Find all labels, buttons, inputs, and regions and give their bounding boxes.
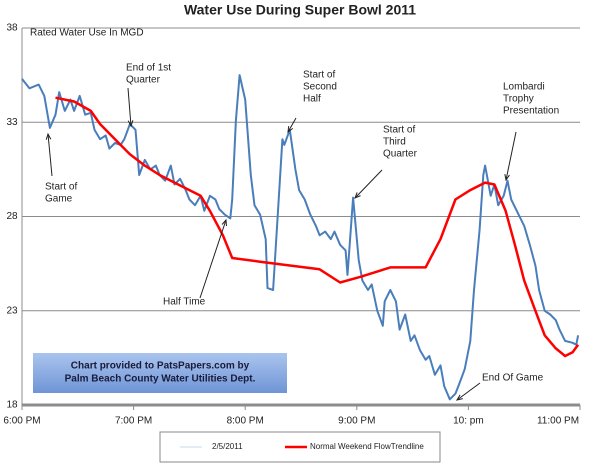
x-tick-label: 6:00 PM — [3, 416, 40, 427]
annotation-arrow — [199, 219, 227, 299]
annotation: Half — [303, 94, 321, 105]
legend-label: 2/5/2011 — [212, 442, 243, 451]
arrow-head — [455, 394, 463, 401]
note-box — [33, 353, 287, 393]
note-text: Palm Beach County Water Utilities Dept. — [65, 374, 256, 385]
x-tick-label: 11:00 PM — [537, 416, 579, 427]
arrow-head — [287, 125, 294, 134]
x-tick-label: 7:00 PM — [115, 416, 152, 427]
legend-label: Normal Weekend FlowTrendline — [310, 442, 424, 451]
annotation: Start of — [303, 70, 335, 81]
annotation: Second — [303, 82, 337, 93]
chart-title: Water Use During Super Bowl 2011 — [184, 2, 416, 18]
x-tick-label: 8:00 PM — [227, 416, 264, 427]
annotation: Half Time — [163, 297, 206, 308]
annotation-arrow — [287, 117, 297, 133]
x-tick-label: 10: pm — [453, 416, 484, 427]
series-line — [21, 74, 580, 401]
annotation-arrow — [456, 382, 481, 401]
arrow-head — [504, 174, 510, 182]
annotation-arrow — [505, 131, 517, 181]
note-text: Chart provided to PatsPapers.com by — [71, 361, 250, 372]
annotation: End of 1st — [126, 63, 171, 74]
annotation-arrow — [127, 87, 132, 127]
annotation: Trophy — [503, 94, 534, 105]
annotation-arrow — [47, 133, 53, 177]
annotation: Lombardi — [503, 82, 545, 93]
arrow-head — [127, 120, 134, 128]
annotation-arrow — [354, 169, 383, 199]
y-tick-label: 38 — [6, 23, 18, 34]
annotation: End Of Game — [482, 373, 544, 384]
arrow-head — [221, 218, 227, 227]
y-tick-label: 23 — [6, 305, 18, 316]
y-axis-label: Rated Water Use In MGD — [30, 28, 144, 39]
annotation: Quarter — [126, 75, 161, 86]
annotation: Start of — [45, 182, 77, 193]
y-tick-label: 28 — [6, 211, 18, 222]
arrow-head — [45, 132, 52, 140]
annotation: Start of — [383, 125, 415, 136]
annotation: Game — [45, 194, 73, 205]
annotation: Third — [383, 137, 406, 148]
arrow-head — [354, 192, 361, 199]
series-line — [55, 96, 580, 358]
y-tick-label: 33 — [6, 117, 18, 128]
annotation: Presentation — [503, 106, 559, 117]
annotation: Quarter — [383, 149, 418, 160]
x-tick-label: 9:00 PM — [338, 416, 375, 427]
y-tick-label: 18 — [6, 400, 18, 411]
